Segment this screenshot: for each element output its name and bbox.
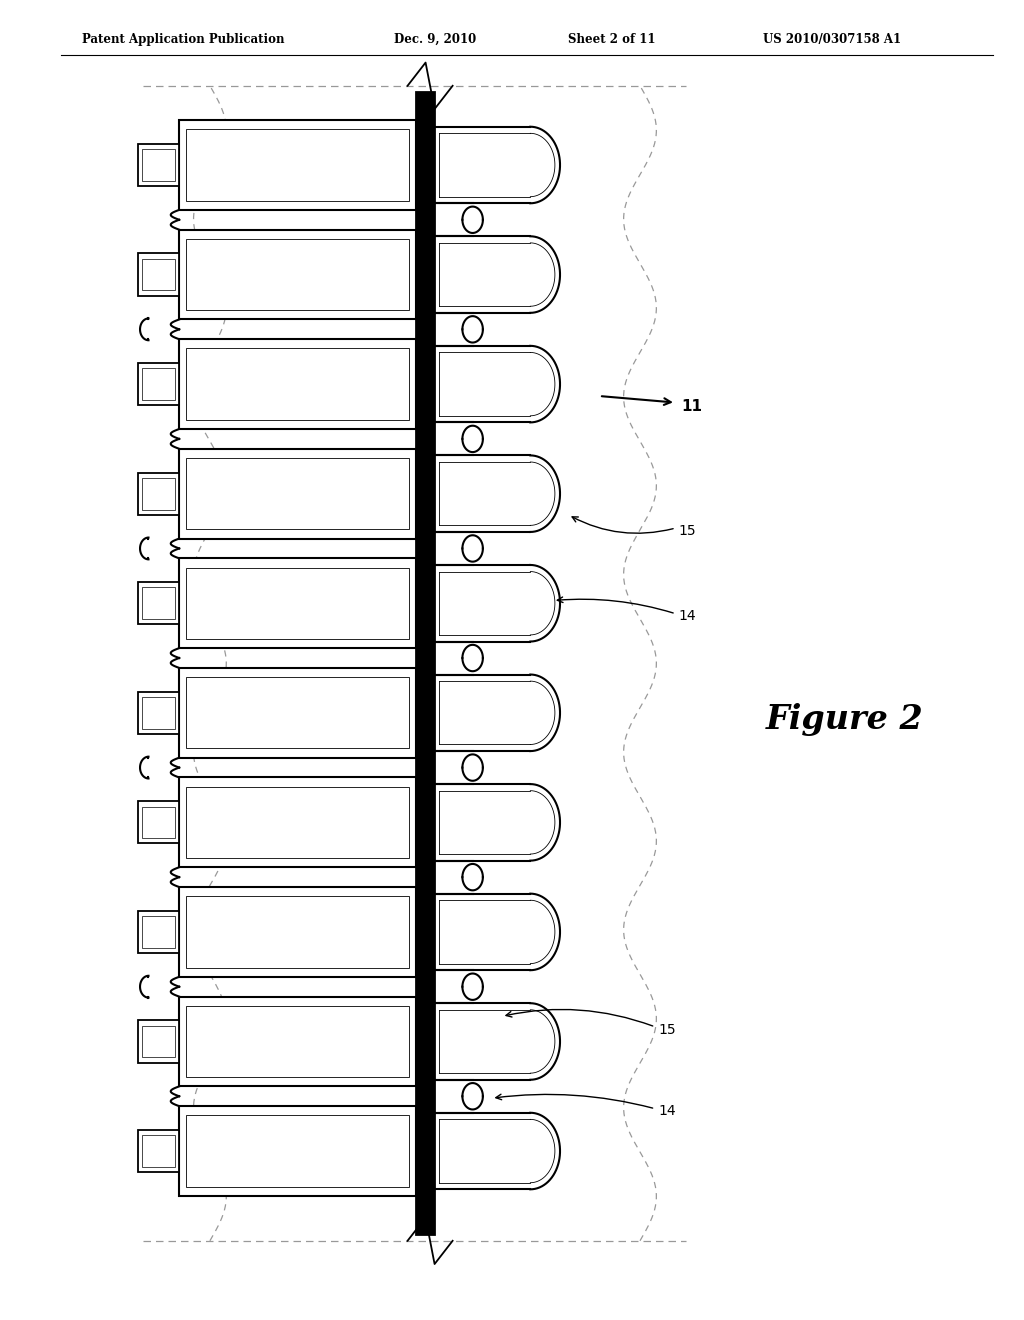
Bar xyxy=(186,896,409,968)
Bar xyxy=(179,339,416,429)
Bar xyxy=(179,558,416,648)
Bar xyxy=(138,1130,179,1172)
Bar xyxy=(179,668,416,758)
Text: 11: 11 xyxy=(681,399,702,414)
Text: 15: 15 xyxy=(679,524,696,537)
Bar xyxy=(186,129,409,201)
Bar xyxy=(179,777,416,867)
Bar xyxy=(142,368,175,400)
Bar xyxy=(142,916,175,948)
Bar xyxy=(138,253,179,296)
Bar xyxy=(179,449,416,539)
Bar xyxy=(142,1026,175,1057)
Bar xyxy=(186,1115,409,1187)
Bar xyxy=(142,587,175,619)
Bar xyxy=(179,1106,416,1196)
Bar xyxy=(186,787,409,858)
Bar xyxy=(179,997,416,1086)
Bar xyxy=(138,473,179,515)
Bar xyxy=(138,144,179,186)
Bar xyxy=(138,911,179,953)
Bar xyxy=(142,478,175,510)
Bar xyxy=(186,239,409,310)
Bar xyxy=(186,677,409,748)
Text: 15: 15 xyxy=(658,1023,676,1036)
Bar xyxy=(138,363,179,405)
Text: Dec. 9, 2010: Dec. 9, 2010 xyxy=(394,33,476,46)
Text: Patent Application Publication: Patent Application Publication xyxy=(82,33,285,46)
Bar xyxy=(138,692,179,734)
Bar xyxy=(179,120,416,210)
Bar xyxy=(179,887,416,977)
Text: 14: 14 xyxy=(658,1105,676,1118)
Bar xyxy=(138,801,179,843)
Bar xyxy=(142,1135,175,1167)
Bar xyxy=(179,230,416,319)
Text: Figure 2: Figure 2 xyxy=(766,702,924,737)
Bar xyxy=(186,348,409,420)
Bar xyxy=(138,582,179,624)
Bar xyxy=(142,149,175,181)
Bar xyxy=(186,568,409,639)
Bar xyxy=(142,259,175,290)
Bar xyxy=(142,697,175,729)
Text: 14: 14 xyxy=(679,610,696,623)
Bar xyxy=(138,1020,179,1063)
Bar xyxy=(142,807,175,838)
Text: Sheet 2 of 11: Sheet 2 of 11 xyxy=(568,33,655,46)
Bar xyxy=(186,1006,409,1077)
Text: US 2010/0307158 A1: US 2010/0307158 A1 xyxy=(763,33,901,46)
Bar xyxy=(416,92,434,1234)
Bar xyxy=(186,458,409,529)
